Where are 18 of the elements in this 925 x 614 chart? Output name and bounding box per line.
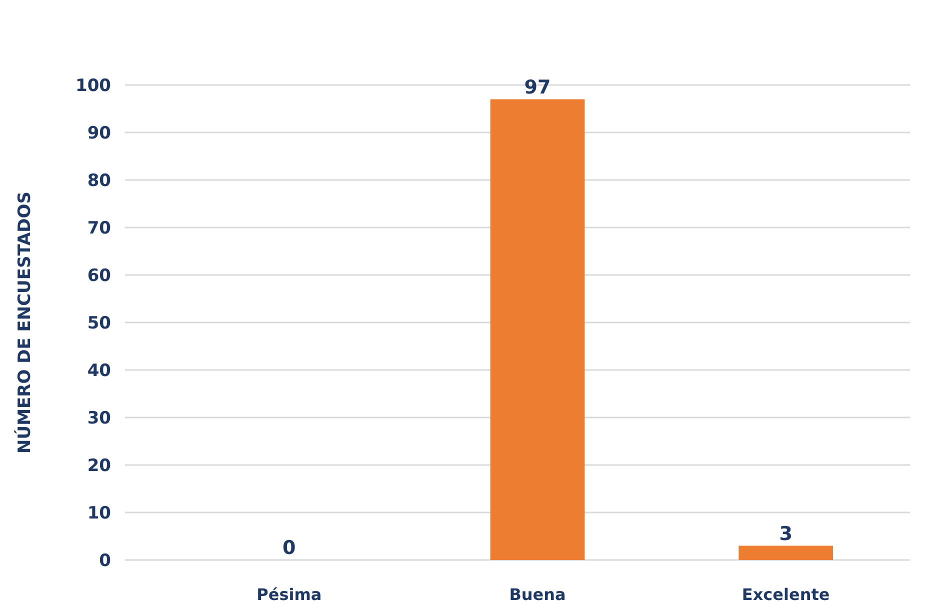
x-tick-label: Buena: [509, 585, 566, 604]
y-tick-label: 80: [87, 170, 112, 191]
data-label: 97: [524, 76, 551, 98]
y-tick-label: 60: [87, 266, 112, 286]
y-tick-label: 90: [87, 123, 112, 144]
y-tick-label: 40: [87, 360, 112, 381]
x-tick-label: Excelente: [742, 585, 830, 604]
y-tick-label: 30: [87, 408, 112, 428]
y-axis-title: NÚMERO DE ENCUESTADOS: [14, 192, 35, 454]
y-tick-label: 100: [76, 76, 112, 96]
x-tick-label: Pésima: [256, 585, 322, 604]
data-label: 3: [779, 522, 792, 545]
y-tick-label: 50: [87, 313, 112, 334]
y-tick-label: 20: [87, 456, 112, 476]
y-tick-label: 10: [87, 503, 112, 524]
y-tick-label: 0: [99, 550, 112, 571]
y-tick-label: 70: [87, 218, 112, 238]
data-label: 0: [282, 537, 296, 559]
